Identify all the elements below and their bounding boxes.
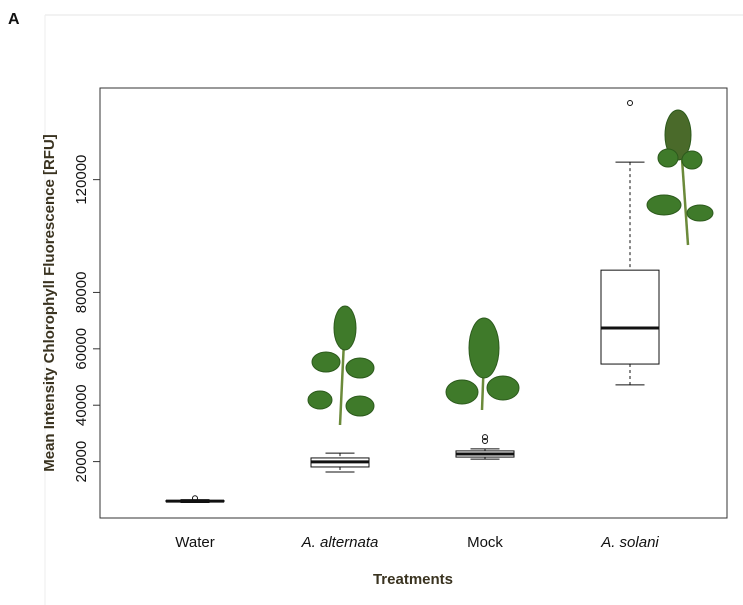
x-axis-label: Treatments [373, 571, 453, 588]
y-tick-label: 80000 [73, 272, 90, 314]
x-tick-label: Water [175, 534, 214, 551]
outlier [192, 495, 198, 502]
y-tick-label: 20000 [73, 441, 90, 483]
leaf-image [307, 305, 375, 426]
leaf-image [445, 317, 520, 411]
box [600, 269, 660, 365]
y-axis-label: Mean Intensity Chlorophyll Fluorescence … [41, 134, 58, 472]
x-tick-label: Mock [467, 534, 503, 551]
panel-label: A [8, 11, 20, 28]
outlier [482, 438, 488, 445]
y-tick-label: 120000 [73, 155, 90, 205]
leaf-image [646, 109, 714, 246]
x-tick-label: A. solani [600, 534, 659, 551]
plot-frame [99, 87, 728, 519]
y-tick-label: 60000 [73, 328, 90, 370]
x-tick-label: A. alternata [301, 534, 379, 551]
y-tick-label: 40000 [73, 384, 90, 426]
outlier [627, 99, 633, 106]
outlier [482, 434, 488, 441]
